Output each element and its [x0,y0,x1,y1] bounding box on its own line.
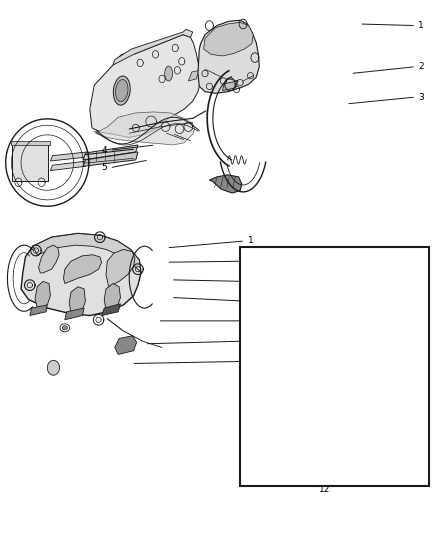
Polygon shape [198,20,259,93]
Polygon shape [33,233,141,273]
Polygon shape [209,175,242,193]
Circle shape [47,360,60,375]
Text: 11: 11 [247,357,259,366]
Text: 13: 13 [418,333,430,341]
Text: 1: 1 [418,21,424,30]
Polygon shape [95,112,195,145]
Polygon shape [83,145,138,160]
Polygon shape [204,22,253,56]
Polygon shape [113,29,193,65]
Polygon shape [104,284,120,310]
Text: 5: 5 [102,164,107,172]
Ellipse shape [113,76,130,105]
Text: 4: 4 [102,146,107,155]
Polygon shape [50,152,88,161]
Polygon shape [11,141,50,145]
Polygon shape [30,305,47,316]
Text: 2: 2 [418,62,424,71]
Polygon shape [12,143,48,181]
Polygon shape [35,281,50,308]
Text: 12: 12 [319,485,330,494]
Polygon shape [251,274,403,398]
Ellipse shape [116,79,128,102]
Polygon shape [50,161,88,171]
Polygon shape [102,304,120,316]
Polygon shape [39,245,59,273]
Text: 7: 7 [247,277,253,286]
Polygon shape [69,287,85,313]
Text: 9: 9 [247,317,253,325]
Text: 3: 3 [418,93,424,101]
Ellipse shape [165,66,173,81]
Polygon shape [64,255,102,284]
Polygon shape [21,233,141,316]
Polygon shape [188,70,199,81]
Polygon shape [401,290,425,430]
Polygon shape [404,297,420,423]
Polygon shape [90,35,201,138]
Polygon shape [83,152,138,166]
Polygon shape [223,81,237,91]
Text: 10: 10 [247,337,259,345]
Polygon shape [267,422,293,434]
Text: 6: 6 [247,257,253,265]
Text: 1: 1 [247,237,253,245]
Polygon shape [65,308,84,320]
Polygon shape [115,336,137,354]
Ellipse shape [62,326,67,330]
Polygon shape [374,423,403,439]
Polygon shape [106,249,135,287]
Bar [240,247,429,486]
Text: 8: 8 [247,297,253,305]
Polygon shape [258,282,396,390]
